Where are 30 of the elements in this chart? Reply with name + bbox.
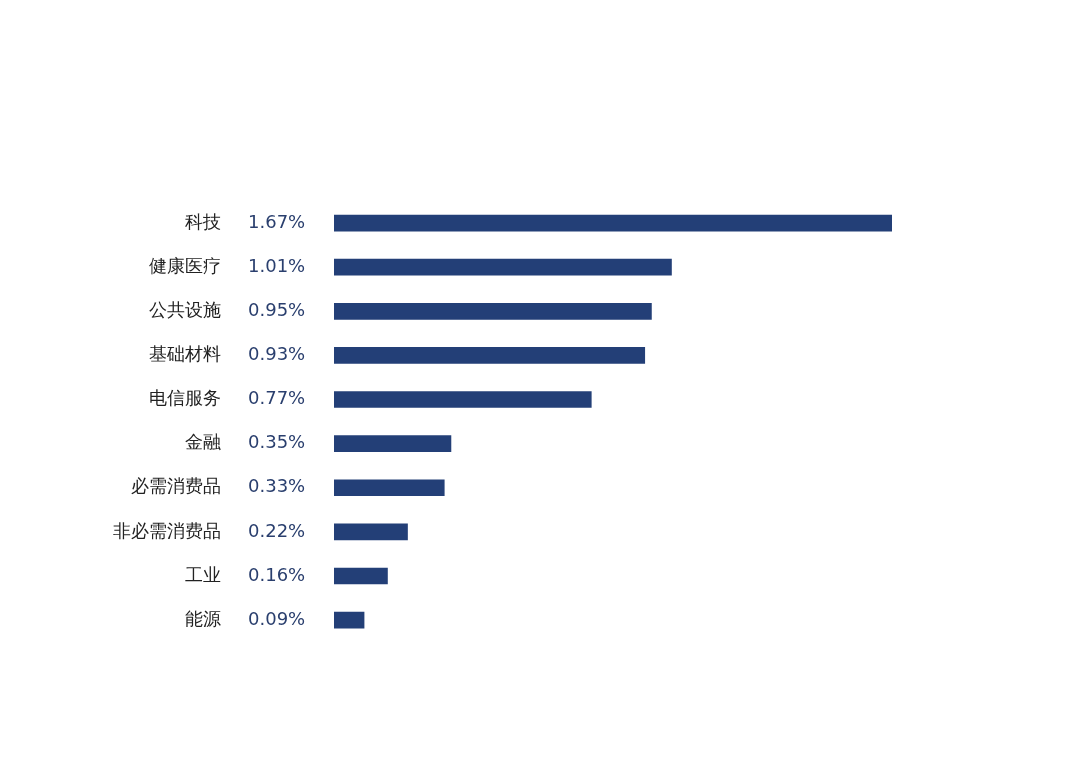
bar bbox=[334, 391, 592, 408]
y-tick-label: 必需消费品 bbox=[131, 475, 221, 497]
data-label: 0.35% bbox=[248, 431, 306, 453]
bar bbox=[334, 523, 408, 541]
y-tick-label: 健康医疗 bbox=[149, 254, 221, 276]
bar bbox=[334, 347, 646, 364]
data-label: 0.16% bbox=[248, 563, 306, 585]
y-tick-label: 科技 bbox=[185, 210, 221, 232]
data-label: 0.93% bbox=[248, 343, 306, 365]
y-tick-label: 电信服务 bbox=[149, 387, 221, 409]
bar bbox=[334, 611, 365, 629]
y-tick-label: 工业 bbox=[185, 563, 221, 585]
y-tick-label: 非必需消费品 bbox=[113, 519, 221, 541]
y-tick-label: 公共设施 bbox=[149, 298, 221, 320]
bar bbox=[334, 258, 672, 276]
y-tick-label: 基础材料 bbox=[149, 343, 221, 365]
y-tick-label: 能源 bbox=[185, 607, 221, 629]
data-label: 0.95% bbox=[248, 298, 306, 320]
bar bbox=[334, 435, 452, 452]
bar bbox=[334, 214, 892, 232]
bar bbox=[334, 479, 445, 497]
data-label: 0.33% bbox=[248, 475, 306, 497]
y-tick-label: 金融 bbox=[185, 431, 221, 453]
bar bbox=[334, 567, 388, 585]
bar bbox=[334, 302, 652, 320]
data-label: 0.77% bbox=[248, 387, 306, 409]
data-label: 1.01% bbox=[248, 254, 306, 276]
data-label: 0.09% bbox=[248, 607, 306, 629]
data-label: 1.67% bbox=[248, 210, 306, 232]
data-label: 0.22% bbox=[248, 519, 306, 541]
